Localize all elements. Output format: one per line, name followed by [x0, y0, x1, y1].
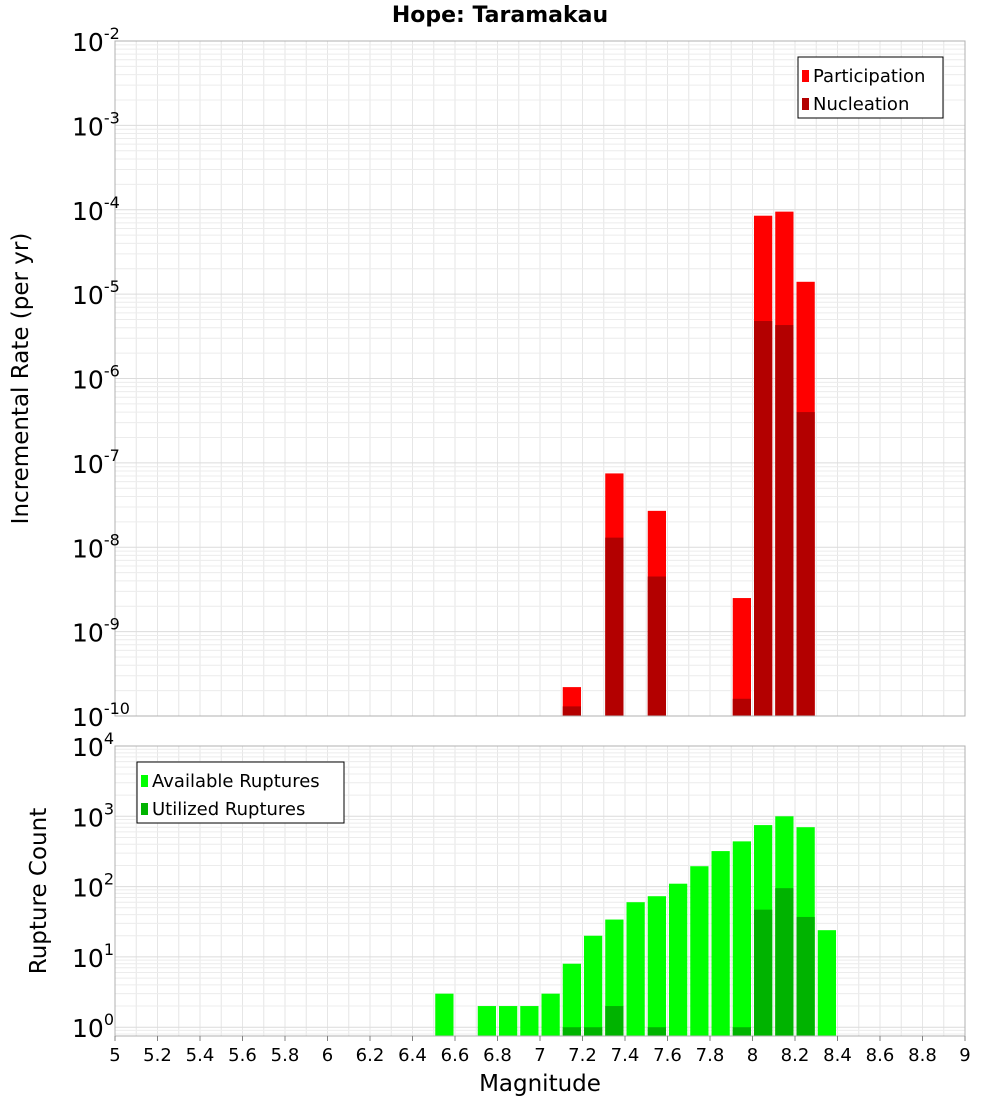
bar: [690, 866, 709, 1036]
bars: [562, 211, 815, 717]
x-tick-label: 8.4: [823, 1045, 852, 1066]
legend-label: Participation: [813, 66, 925, 87]
grid: [114, 746, 966, 1036]
x-tick-label: 6.6: [441, 1045, 470, 1066]
legend-label: Nucleation: [813, 94, 909, 115]
x-tick-label: 6.4: [398, 1045, 427, 1066]
x-tick-label: 5.4: [186, 1045, 215, 1066]
y-tick-label: 101: [72, 940, 114, 973]
y-tick-label: 10-3: [72, 108, 120, 141]
x-tick-label: 6: [322, 1045, 333, 1066]
bar: [605, 537, 624, 716]
x-tick-label: 5: [109, 1045, 120, 1066]
bar: [754, 321, 773, 716]
bar: [775, 325, 794, 716]
x-tick-label: 6.2: [356, 1045, 385, 1066]
bar: [711, 851, 730, 1036]
legend-label: Available Ruptures: [152, 771, 320, 792]
legend: Participation Nucleation: [797, 56, 944, 119]
legend-box: [136, 761, 345, 824]
bar: [562, 963, 581, 1036]
bar: [732, 1027, 751, 1036]
bar: [669, 883, 688, 1036]
y-tick-label: 102: [72, 870, 114, 903]
chart-title: Hope: Taramakau: [391, 3, 609, 28]
y-tick-label: 10-6: [72, 362, 120, 395]
x-tick-label: 9: [959, 1045, 970, 1066]
x-tick-label: 5.8: [271, 1045, 300, 1066]
bar: [562, 1027, 581, 1036]
bar: [817, 930, 836, 1036]
series-utilized-ruptures: [562, 888, 815, 1036]
bar: [754, 909, 773, 1036]
y-tick-label: 10-2: [72, 24, 120, 57]
x-axis-title: Magnitude: [479, 1071, 601, 1097]
plot-frame: [114, 40, 966, 717]
bar: [584, 1027, 603, 1036]
legend-swatch: [802, 98, 809, 110]
bar: [584, 935, 603, 1036]
bar: [732, 698, 751, 716]
legend-swatch: [141, 775, 148, 787]
bar: [605, 1006, 624, 1036]
bar: [647, 1027, 666, 1036]
x-tick-label: 8.6: [866, 1045, 895, 1066]
top-panel: 10-10 10-9 10-8 10-7 10-6 10-5 10-4 10-3 10-2 Inc…: [8, 24, 966, 732]
bar: [796, 916, 815, 1036]
x-axis: 5 5.2 5.4 5.6 5.8 6 6.2 6.4 6.6 6.8 7 7.2 7.4 7.6 7.8 8…: [109, 1036, 971, 1066]
y-tick-label: 10-7: [72, 446, 120, 479]
bar: [732, 841, 751, 1036]
y-tick-label: 103: [72, 799, 114, 832]
bar: [732, 598, 751, 716]
x-tick-label: 5.6: [228, 1045, 257, 1066]
y-tick-label: 10-5: [72, 277, 120, 310]
bar: [796, 412, 815, 716]
y-tick-label: 10-9: [72, 615, 120, 648]
y-tick-label: 10-8: [72, 530, 120, 563]
legend-label: Utilized Ruptures: [152, 799, 305, 820]
bar: [647, 896, 666, 1036]
bar: [541, 993, 560, 1036]
bars: [435, 816, 836, 1036]
bar: [477, 1006, 496, 1036]
bar: [647, 576, 666, 716]
x-tick-label: 7: [534, 1045, 545, 1066]
legend-box: [797, 56, 944, 119]
bar: [775, 888, 794, 1036]
x-tick-label: 7.4: [611, 1045, 640, 1066]
y-tick-label: 104: [72, 729, 114, 762]
bar: [435, 993, 454, 1036]
bar: [626, 902, 645, 1036]
y-tick-labels: 10-10 10-9 10-8 10-7 10-6 10-5 10-4 10-3 10-2: [72, 24, 130, 732]
legend: Available Ruptures Utilized Ruptures: [136, 761, 345, 824]
x-tick-label: 6.8: [483, 1045, 512, 1066]
legend-swatch: [141, 803, 148, 815]
x-tick-label: 7.2: [568, 1045, 597, 1066]
series-available-ruptures: [435, 816, 836, 1036]
grid: [114, 41, 966, 717]
x-tick-label: 5.2: [143, 1045, 172, 1066]
bar: [562, 706, 581, 716]
y-tick-label: 10-4: [72, 193, 120, 226]
y-tick-labels: 100 101 102 103 104: [72, 729, 114, 1043]
x-tick-label: 8: [747, 1045, 758, 1066]
y-tick-label: 100: [72, 1010, 114, 1043]
bottom-panel: 100 101 102 103 104 Rupture Count Available Ru…: [26, 729, 966, 1043]
y-axis-title: Rupture Count: [26, 808, 52, 974]
y-tick-label: 10-10: [72, 699, 130, 732]
bar: [520, 1006, 539, 1036]
x-tick-label: 8.2: [781, 1045, 810, 1066]
legend-swatch: [802, 70, 809, 82]
x-tick-label: 7.6: [653, 1045, 682, 1066]
series-nucleation: [562, 321, 815, 716]
x-tick-label: 7.8: [696, 1045, 725, 1066]
bar: [499, 1006, 518, 1036]
y-axis-title: Incremental Rate (per yr): [8, 233, 34, 525]
x-tick-label: 8.8: [908, 1045, 937, 1066]
